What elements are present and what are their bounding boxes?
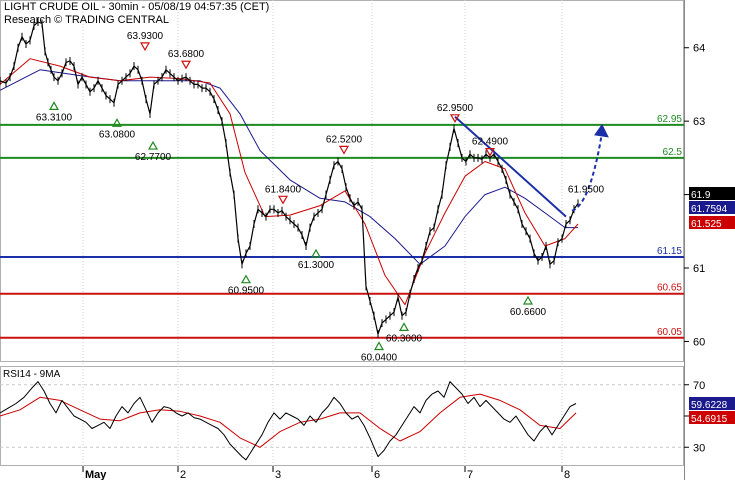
last-value-tag bbox=[689, 187, 735, 200]
low-annotation-label: 60.3000 bbox=[386, 333, 423, 344]
rsi-last-value-tag bbox=[689, 397, 735, 410]
high-marker-icon bbox=[449, 114, 461, 124]
last-value-tag bbox=[689, 201, 735, 214]
low-marker-icon bbox=[398, 322, 410, 332]
low-annotation-label: 60.0400 bbox=[361, 353, 398, 364]
last-value-tag bbox=[689, 216, 735, 229]
last-value-label: 61.9 bbox=[691, 190, 711, 201]
level-label-resistance: 62.5 bbox=[663, 147, 683, 158]
low-annotation-label: 62.7700 bbox=[135, 152, 172, 163]
low-marker-icon bbox=[310, 248, 322, 258]
ma-slow-line bbox=[0, 69, 578, 265]
forecast-arrow-shaft bbox=[571, 132, 603, 212]
rsi-last-value-tag bbox=[689, 411, 735, 424]
level-label-resistance: 62.95 bbox=[657, 114, 682, 125]
high-annotation-label: 62.9500 bbox=[437, 103, 474, 114]
level-label-pivot: 61.15 bbox=[657, 246, 682, 257]
high-annotation-label: 62.5200 bbox=[326, 134, 363, 145]
y-tick-label: 64 bbox=[693, 43, 705, 55]
low-marker-icon bbox=[373, 341, 385, 351]
high-marker-icon bbox=[180, 60, 192, 70]
level-label-support: 60.05 bbox=[657, 327, 682, 338]
low-annotation-label: 61.3000 bbox=[298, 260, 335, 271]
high-marker-icon bbox=[139, 42, 151, 52]
x-tick-label: 3 bbox=[275, 469, 281, 480]
y-tick-label: 60 bbox=[693, 336, 705, 348]
low-marker-icon bbox=[522, 295, 534, 305]
rsi-line bbox=[0, 381, 577, 461]
low-annotation-label: 63.3100 bbox=[36, 112, 73, 123]
rsi-last-value-label: 54.6915 bbox=[691, 414, 728, 425]
high-annotation-label: 63.6800 bbox=[168, 49, 205, 60]
price-line bbox=[0, 21, 579, 335]
high-annotation-label: 63.9300 bbox=[127, 31, 164, 42]
low-annotation-label: 63.0800 bbox=[99, 129, 136, 140]
last-value-label: 61.525 bbox=[691, 219, 722, 230]
high-annotation-label: 62.4900 bbox=[472, 137, 509, 148]
x-tick-label: 6 bbox=[374, 469, 380, 480]
high-marker-icon bbox=[484, 148, 496, 157]
y-tick-label: 61 bbox=[693, 263, 705, 275]
rsi-y-tick-label: 30 bbox=[693, 442, 705, 454]
rsi-last-value-label: 59.6228 bbox=[691, 400, 728, 411]
high-annotation-label: 61.8400 bbox=[265, 184, 302, 195]
y-tick-label: 63 bbox=[693, 116, 705, 128]
forecast-arrow-head bbox=[594, 123, 609, 138]
price-panel-frame bbox=[0, 0, 684, 362]
low-marker-icon bbox=[240, 274, 252, 284]
chart-subtitle: Research © TRADING CENTRAL bbox=[4, 14, 169, 26]
ma-fast-line bbox=[0, 58, 579, 306]
low-marker-icon bbox=[147, 140, 159, 150]
trendline bbox=[454, 116, 567, 218]
low-marker-icon bbox=[48, 101, 60, 110]
rsi-ma-line bbox=[0, 393, 577, 448]
target-annotation-label: 61.9500 bbox=[568, 184, 605, 195]
level-label-support: 60.65 bbox=[657, 283, 682, 294]
x-tick-label: May bbox=[85, 469, 107, 480]
chart-title: LIGHT CRUDE OIL - 30min - 05/08/19 04:57… bbox=[4, 1, 270, 13]
x-tick-label: 8 bbox=[564, 469, 570, 480]
low-annotation-label: 60.6600 bbox=[510, 307, 547, 318]
x-tick-label: 2 bbox=[180, 469, 186, 480]
high-marker-icon bbox=[277, 195, 289, 205]
last-value-label: 61.7594 bbox=[691, 204, 728, 215]
x-tick-label: 7 bbox=[467, 469, 473, 480]
rsi-title: RSI14 - 9MA bbox=[3, 369, 61, 380]
rsi-y-tick-label: 70 bbox=[693, 380, 705, 392]
low-annotation-label: 60.9500 bbox=[228, 286, 265, 297]
high-marker-icon bbox=[338, 145, 350, 155]
rsi-panel-frame bbox=[0, 366, 684, 466]
low-marker-icon bbox=[111, 118, 123, 127]
